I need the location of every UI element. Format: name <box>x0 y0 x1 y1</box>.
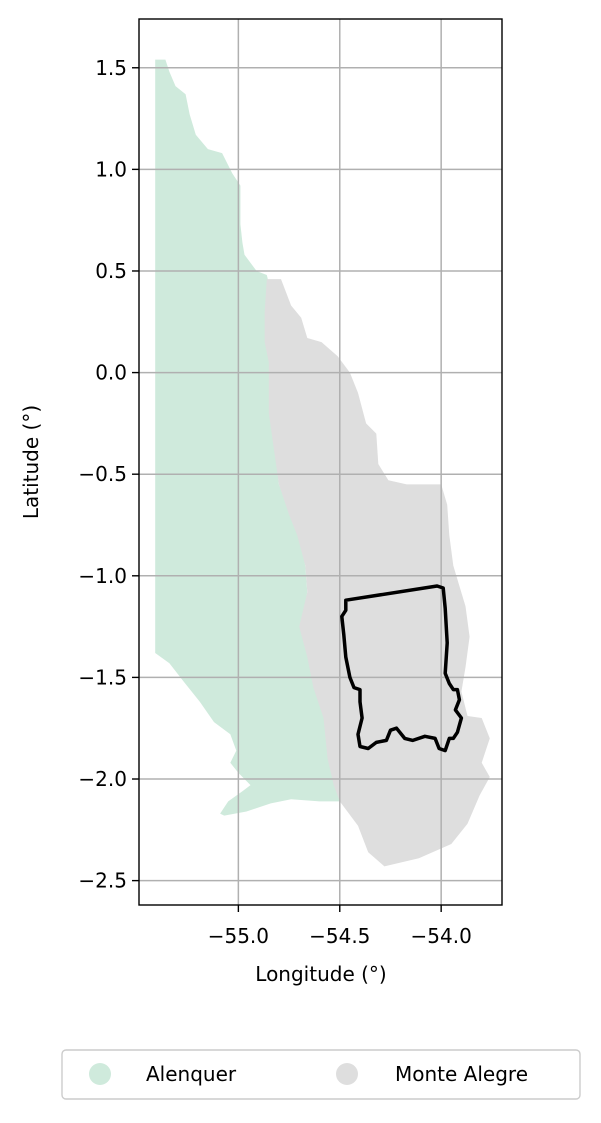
y-tick-label: −0.5 <box>78 462 127 486</box>
study-area-outline <box>340 584 464 753</box>
x-axis-label: Longitude (°) <box>255 962 386 986</box>
legend-marker-monte-alegre <box>336 1063 358 1085</box>
legend-label-alenquer: Alenquer <box>146 1062 237 1086</box>
y-tick-label: 0.0 <box>95 361 127 385</box>
x-tick-label: −54.5 <box>309 924 370 948</box>
outline-layer <box>340 584 464 753</box>
x-tick-label: −54.0 <box>411 924 472 948</box>
legend: Alenquer Monte Alegre <box>61 1049 581 1100</box>
y-tick-label: −1.5 <box>78 665 127 689</box>
region-alenquer <box>155 59 342 816</box>
x-tick-label: −55.0 <box>208 924 269 948</box>
legend-marker-alenquer <box>89 1063 111 1085</box>
axes-frame <box>138 18 503 906</box>
y-tick-label: 1.0 <box>95 157 127 181</box>
grid-layer <box>139 19 502 905</box>
ticks-layer: −55.0 −54.5 −54.0 1.5 1.0 0.5 0.0 −0.5 −1.0 −1.5 −… <box>78 56 471 948</box>
y-tick-label: 1.5 <box>95 56 127 80</box>
legend-frame <box>61 1049 581 1100</box>
y-tick-label: −2.0 <box>78 767 127 791</box>
y-tick-label: −1.0 <box>78 564 127 588</box>
regions-layer <box>155 59 490 867</box>
y-axis-label: Latitude (°) <box>19 405 43 519</box>
region-monte-alegre <box>264 279 490 867</box>
y-tick-label: −2.5 <box>78 869 127 893</box>
y-tick-label: 0.5 <box>95 259 127 283</box>
legend-label-monte-alegre: Monte Alegre <box>395 1062 528 1086</box>
